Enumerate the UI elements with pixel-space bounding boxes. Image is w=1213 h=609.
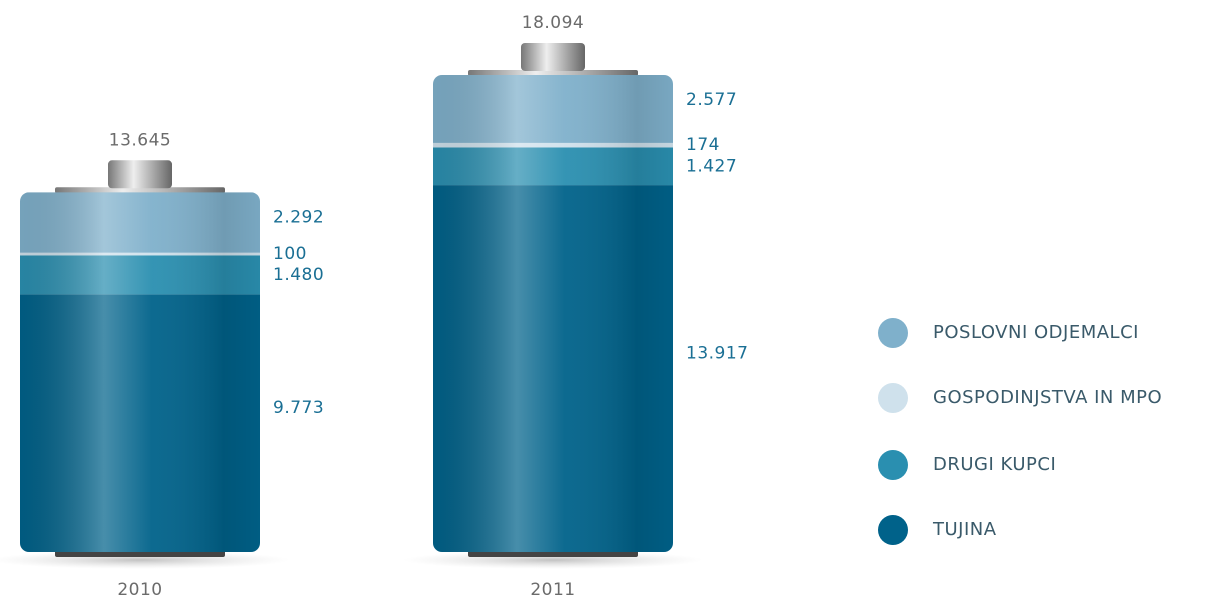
value-label: 2.292: [273, 207, 324, 227]
battery-shine: [20, 192, 260, 552]
value-label: 9.773: [273, 398, 324, 418]
battery-cap: [521, 42, 585, 71]
battery-shine: [433, 74, 673, 553]
value-label: 2.577: [686, 90, 737, 110]
total-label: 18.094: [522, 13, 584, 33]
x-tick-label: 2011: [530, 580, 575, 600]
value-label: 13.917: [686, 344, 748, 364]
legend-label: POSLOVNI ODJEMALCI: [933, 322, 1139, 343]
value-label: 174: [686, 135, 720, 155]
legend-swatch: [878, 515, 908, 545]
battery-cap-plate: [468, 69, 638, 76]
battery-cap: [108, 160, 172, 189]
legend-swatch: [878, 383, 908, 413]
legend-swatch: [878, 450, 908, 480]
battery-cap-plate: [55, 187, 225, 194]
value-label: 1.480: [273, 265, 324, 285]
x-tick-label: 2010: [117, 580, 162, 600]
legend-label: TUJINA: [932, 519, 997, 540]
legend-label: GOSPODINJSTVA IN MPO: [933, 387, 1162, 408]
legend-swatch: [878, 318, 908, 348]
total-label: 13.645: [109, 130, 171, 150]
legend-label: DRUGI KUPCI: [933, 454, 1056, 475]
battery-body: [20, 192, 260, 552]
value-label: 100: [273, 244, 307, 264]
battery-body: [433, 74, 673, 553]
value-label: 1.427: [686, 156, 737, 176]
